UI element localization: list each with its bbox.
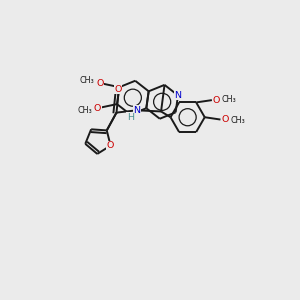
Text: CH₃: CH₃	[222, 95, 236, 104]
Text: N: N	[133, 106, 140, 115]
Text: O: O	[107, 141, 114, 150]
Text: N: N	[175, 91, 182, 100]
Text: O: O	[221, 115, 229, 124]
Text: CH₃: CH₃	[230, 116, 245, 124]
Text: O: O	[94, 104, 101, 113]
Text: H: H	[127, 113, 134, 122]
Text: O: O	[213, 96, 220, 105]
Text: CH₃: CH₃	[77, 106, 92, 116]
Text: O: O	[96, 79, 103, 88]
Text: CH₃: CH₃	[80, 76, 94, 85]
Text: O: O	[115, 85, 122, 94]
